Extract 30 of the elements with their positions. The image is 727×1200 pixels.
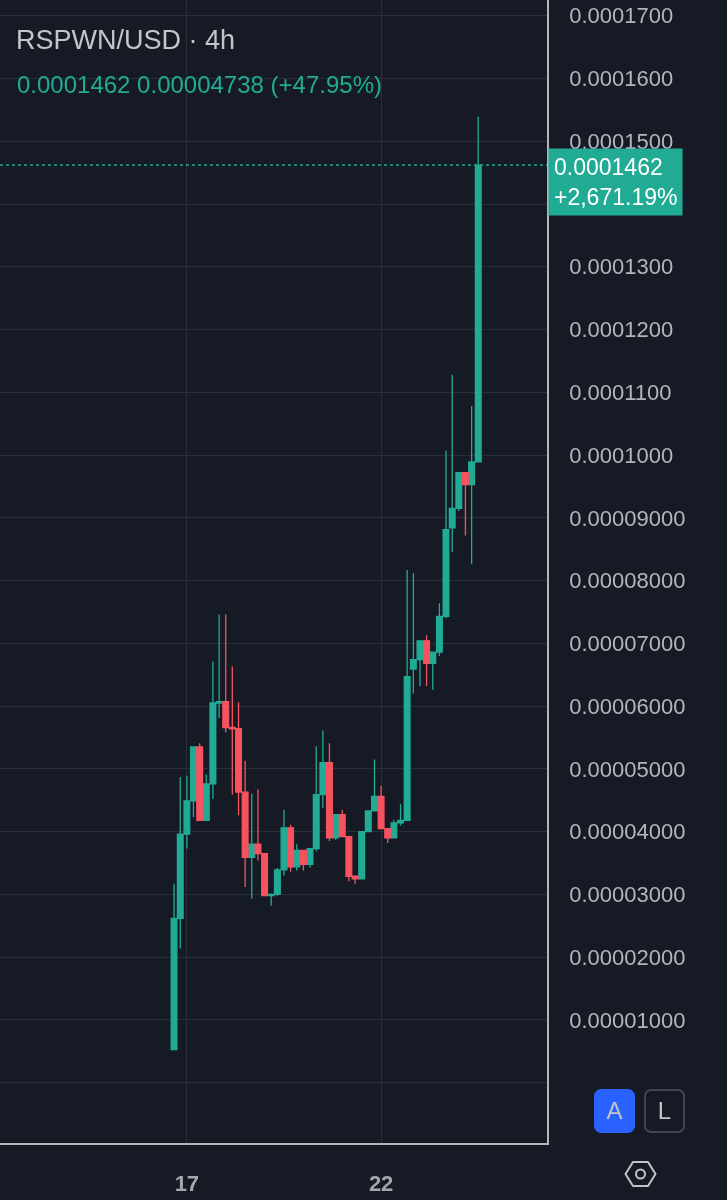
y-tick-label: 0.0001600 [569,66,674,92]
text: RSPWN/USD · 4h [16,25,236,56]
x-tick-label: 17 [174,1171,200,1197]
y-tick-label: 0.0001000 [569,442,674,468]
y-tick-label: 0.00004000 [569,819,686,845]
candlestick [196,742,204,822]
y-tick-label: 0.00001000 [569,1007,686,1033]
y-tick-label: 0.00007000 [569,631,686,657]
text: 0.0001462 0.00004738 (+47.95%) [17,71,382,98]
x-tick-label: 22 [368,1171,394,1197]
candlestick [423,634,431,687]
y-tick-label: 0.0001200 [569,317,674,343]
candlestick [299,849,307,872]
toggle-button: A [594,1089,635,1133]
y-tick-label: 0.0001300 [569,254,674,280]
ref-line-label: 0.0001462 +2,671.19% [554,154,678,210]
y-tick-label: 0.0001500 [569,128,674,154]
y-tick-label: 0.0001700 [569,3,674,29]
y-tick-label: 0.0001100 [569,380,672,405]
candlestick [248,792,256,900]
y-tick-label: 0.00009000 [569,505,686,531]
y-tick-label: 0.00008000 [569,568,686,594]
candlestick [287,824,295,873]
toggle-button: L [644,1089,685,1133]
candlestick [461,471,469,537]
y-tick-label: 0.00005000 [569,756,686,782]
y-tick-label: 0.00002000 [569,944,686,970]
y-tick-label: 0.00006000 [569,693,686,719]
candlestick [325,742,333,842]
y-tick-label: 0.00003000 [569,882,686,908]
